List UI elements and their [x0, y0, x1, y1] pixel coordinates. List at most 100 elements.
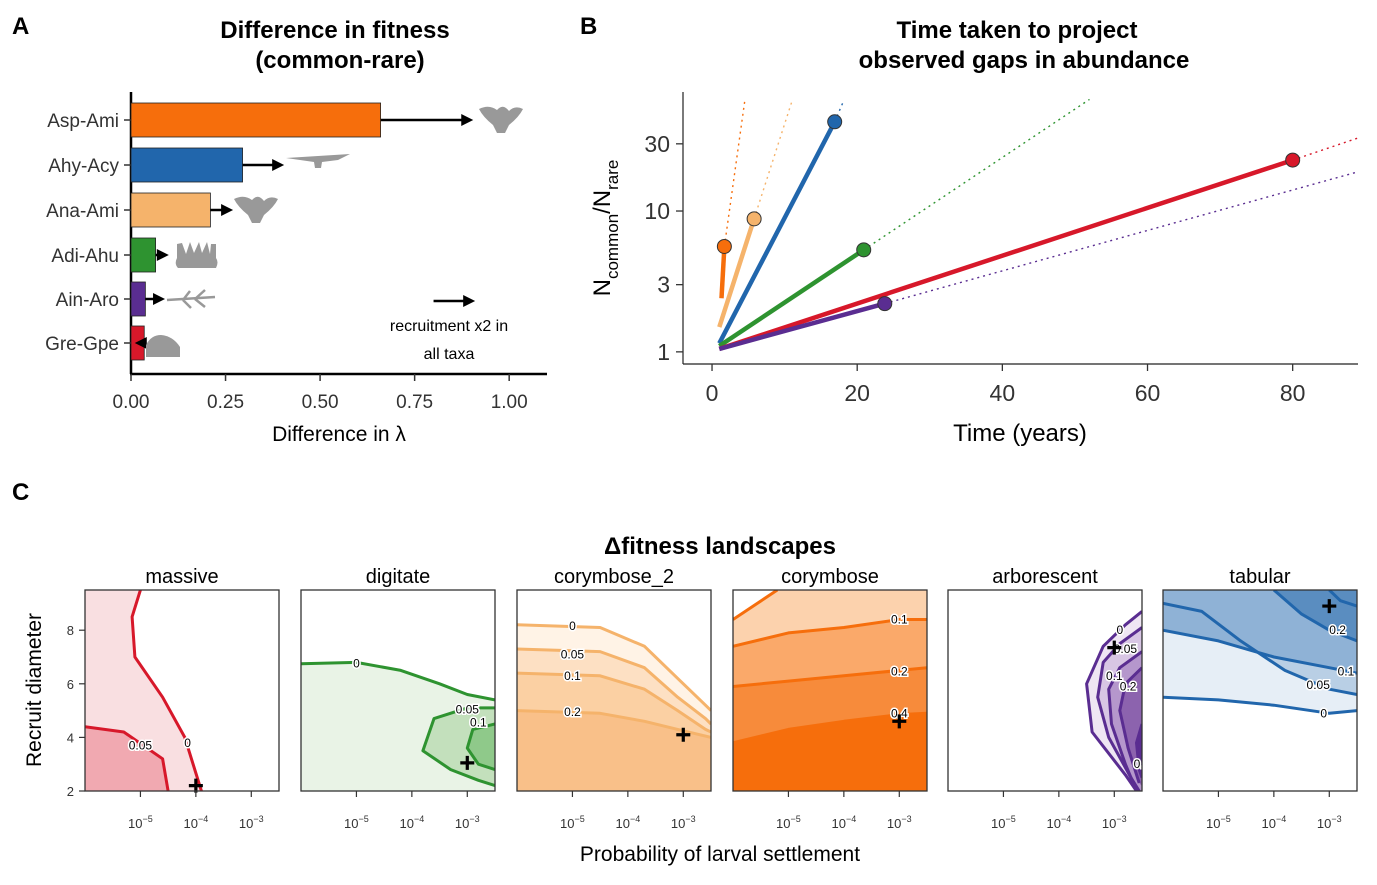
- contour-line: [517, 671, 711, 734]
- observed-point-marker: [892, 714, 907, 729]
- panel-a-bar: [130, 192, 211, 228]
- contour-x-tick-label: 10−3: [1102, 814, 1127, 831]
- contour-y-tick-label: 4: [67, 730, 74, 745]
- contour-line: [421, 706, 495, 788]
- contour-level-label: 0: [184, 736, 191, 750]
- contour-level-label: 0.1: [564, 669, 581, 683]
- contour-level-label: 0.1: [891, 612, 908, 626]
- panel-a-arrow-head: [221, 204, 234, 216]
- contour-line: [517, 709, 711, 739]
- panel-a-bar: [130, 102, 382, 138]
- panel-letter-b: B: [580, 13, 597, 40]
- panel-b-y-tick-label: 3: [657, 272, 670, 298]
- contour-panel-massive: 0 0.05 massive 10−5 10−4 10−3 2 4 6 8: [67, 566, 280, 831]
- panel-letter-a: A: [12, 13, 29, 40]
- panel-c-contour-plots: Δfitness landscapes 0 0.05 massive 10−5 10−4…: [23, 533, 1358, 866]
- panel-b-endpoint: [856, 242, 872, 258]
- contour-fill: [517, 710, 711, 791]
- contour-line: [1135, 723, 1142, 779]
- panel-b-series-line: [718, 248, 865, 348]
- contour-line: [301, 660, 495, 702]
- contour-level-label: 0.05: [456, 702, 480, 716]
- contour-line: [1163, 695, 1357, 715]
- panel-letter-c: C: [12, 479, 29, 506]
- contour-x-tick-label: 10−5: [560, 814, 585, 831]
- contour-fill: [733, 713, 927, 791]
- contour-line: [1085, 610, 1142, 791]
- panel-a-title-line1: Difference in fitness: [220, 17, 449, 44]
- panel-b-x-tick-label: 0: [706, 380, 719, 406]
- panel-a-bar-chart: Difference in fitness (common-rare) Asp-…: [45, 17, 547, 446]
- contour-level-label: 0.1: [470, 716, 487, 730]
- contour-fill: [1273, 590, 1357, 641]
- panel-a-bar: [130, 281, 146, 317]
- contour-line: [1118, 666, 1142, 784]
- observed-point-marker: [676, 727, 691, 742]
- contour-level-label: 0.2: [891, 665, 908, 679]
- panel-b-projection-line: [1292, 137, 1358, 161]
- contour-y-tick-label: 8: [67, 623, 74, 638]
- contour-line: [85, 725, 170, 791]
- panel-b-title-line1: Time taken to project: [897, 17, 1138, 44]
- contour-x-tick-label: 10−3: [239, 814, 264, 831]
- contour-panel-corymbose: 0.1 0.2 0.4 corymbose 10−5 10−4 10−3: [732, 566, 928, 831]
- panel-b-series-line: [717, 120, 837, 345]
- contour-line: [1328, 590, 1357, 608]
- panel-a-legend-text: all taxa: [424, 346, 475, 363]
- panel-a-arrow-head: [153, 293, 166, 305]
- contour-x-tick-label: 10−5: [344, 814, 369, 831]
- contour-level-label: 0.05: [561, 647, 585, 661]
- contour-fill: [85, 726, 169, 791]
- facet-strip-label: arborescent: [992, 566, 1098, 588]
- panel-c-x-axis-label: Probability of larval settlement: [580, 843, 860, 866]
- panel-b-endpoint: [746, 211, 762, 227]
- contour-x-tick-label: 10−4: [1046, 814, 1071, 831]
- contour-x-tick-label: 10−5: [128, 814, 153, 831]
- panel-a-x-tick-label: 0.50: [302, 392, 339, 413]
- observed-point-marker: [1107, 640, 1122, 655]
- panel-a-legend-arrow-head: [463, 295, 476, 307]
- contour-level-label: 0.4: [891, 706, 908, 720]
- contour-level-label: 0.1: [1338, 665, 1355, 679]
- facet-strip-label: tabular: [1229, 566, 1290, 588]
- contour-line: [130, 590, 203, 791]
- panel-a-arrow-head: [272, 159, 285, 171]
- contour-fill: [1136, 724, 1142, 778]
- panel-a-legend-text: recruitment x2 in: [390, 318, 508, 335]
- contour-x-tick-label: 10−5: [991, 814, 1016, 831]
- contour-line: [733, 590, 779, 621]
- panel-a-title-line2: (common-rare): [255, 47, 424, 74]
- contour-panel-frame: [516, 589, 712, 792]
- contour-fill: [874, 724, 927, 791]
- panel-b-line-chart: Time taken to project observed gaps in a…: [589, 17, 1358, 447]
- contour-level-label: 0.05: [1114, 642, 1138, 656]
- panel-a-arrow-head: [461, 114, 474, 126]
- contour-panel-frame: [300, 589, 496, 792]
- facet-strip-label: corymbose: [781, 566, 879, 588]
- coral-silhouette-icon: [175, 242, 218, 268]
- contour-y-tick-label: 2: [67, 784, 74, 799]
- coral-silhouette-icon: [166, 289, 216, 309]
- panel-a-arrow-head: [134, 337, 147, 349]
- panel-b-projection-line: [863, 98, 1090, 251]
- panel-b-x-tick-label: 80: [1280, 380, 1306, 406]
- contour-x-tick-label: 10−5: [1206, 814, 1231, 831]
- contour-x-tick-label: 10−4: [399, 814, 424, 831]
- contour-panel-frame: [1162, 589, 1358, 792]
- contour-x-tick-label: 10−4: [615, 814, 640, 831]
- panel-a-x-tick-label: 1.00: [491, 392, 528, 413]
- contour-panel-tabular: 0 0.05 0.1 0.2 tabular 10−5 10−4 10−3: [1162, 566, 1358, 831]
- contour-line: [517, 647, 711, 726]
- contour-level-label: 0.4: [1134, 757, 1151, 771]
- panel-b-endpoint: [877, 296, 893, 312]
- coral-silhouette-icon: [234, 196, 278, 223]
- panel-b-endpoint: [1285, 152, 1301, 168]
- contour-level-label: 0: [1320, 706, 1327, 720]
- panel-b-projection-line: [834, 101, 845, 123]
- contour-panel-frame: [84, 589, 280, 792]
- panel-a-category-label: Adi-Ahu: [51, 246, 119, 267]
- panel-c-title: Δfitness landscapes: [604, 533, 836, 560]
- contour-level-label: 0.05: [1307, 678, 1331, 692]
- panel-b-endpoint: [827, 114, 843, 130]
